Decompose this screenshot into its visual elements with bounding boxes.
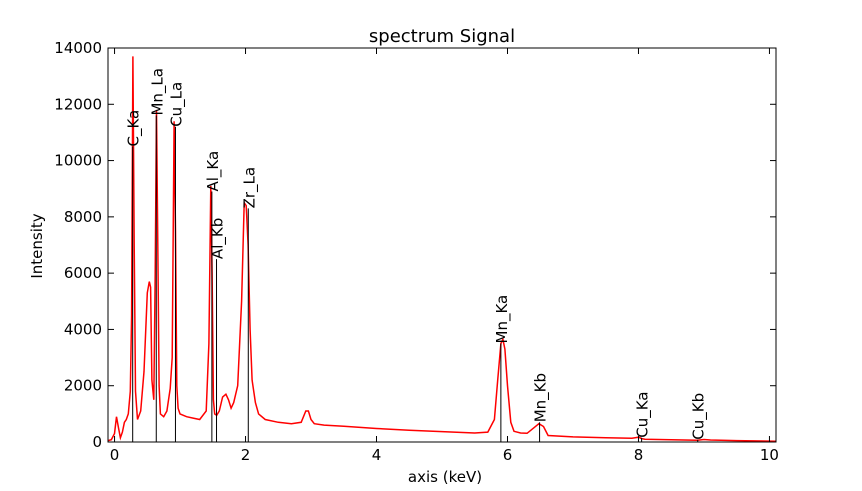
y-tick-label: 6000	[64, 264, 102, 282]
y-tick-label: 0	[92, 433, 102, 451]
line-label-mn_ka: Mn_Ka	[493, 295, 512, 344]
line-label-cu_ka: Cu_Ka	[634, 392, 653, 438]
y-tick-label: 2000	[64, 377, 102, 395]
line-label-cu_la: Cu_La	[167, 82, 186, 127]
line-label-cu_kb: Cu_Kb	[690, 393, 709, 440]
y-tick-label: 4000	[64, 320, 102, 338]
x-tick-label: 2	[241, 446, 251, 464]
y-tick-label: 8000	[64, 208, 102, 226]
line-label-al_kb: Al_Kb	[209, 218, 228, 259]
spectrum-series-line	[107, 56, 777, 442]
y-tick-label: 10000	[54, 152, 102, 170]
line-label-mn_kb: Mn_Kb	[532, 373, 551, 422]
x-tick-label: 6	[503, 446, 513, 464]
line-label-mn_la: Mn_La	[148, 68, 167, 116]
plot-frame	[107, 47, 777, 443]
x-tick-label: 4	[372, 446, 382, 464]
line-label-al_ka: Al_Ka	[204, 151, 223, 192]
line-label-zr_la: Zr_La	[240, 167, 259, 209]
line-label-c_ka: C_Ka	[125, 110, 144, 147]
x-tick-label: 8	[634, 446, 644, 464]
chart-title: spectrum Signal	[369, 26, 515, 47]
x-tick-label: 0	[110, 446, 120, 464]
y-tick-label: 14000	[54, 39, 102, 57]
y-tick-label: 12000	[54, 95, 102, 113]
x-tick-label: 10	[760, 446, 779, 464]
x-axis-label: axis (keV)	[408, 468, 482, 486]
y-axis-label: Intensity	[28, 213, 46, 278]
